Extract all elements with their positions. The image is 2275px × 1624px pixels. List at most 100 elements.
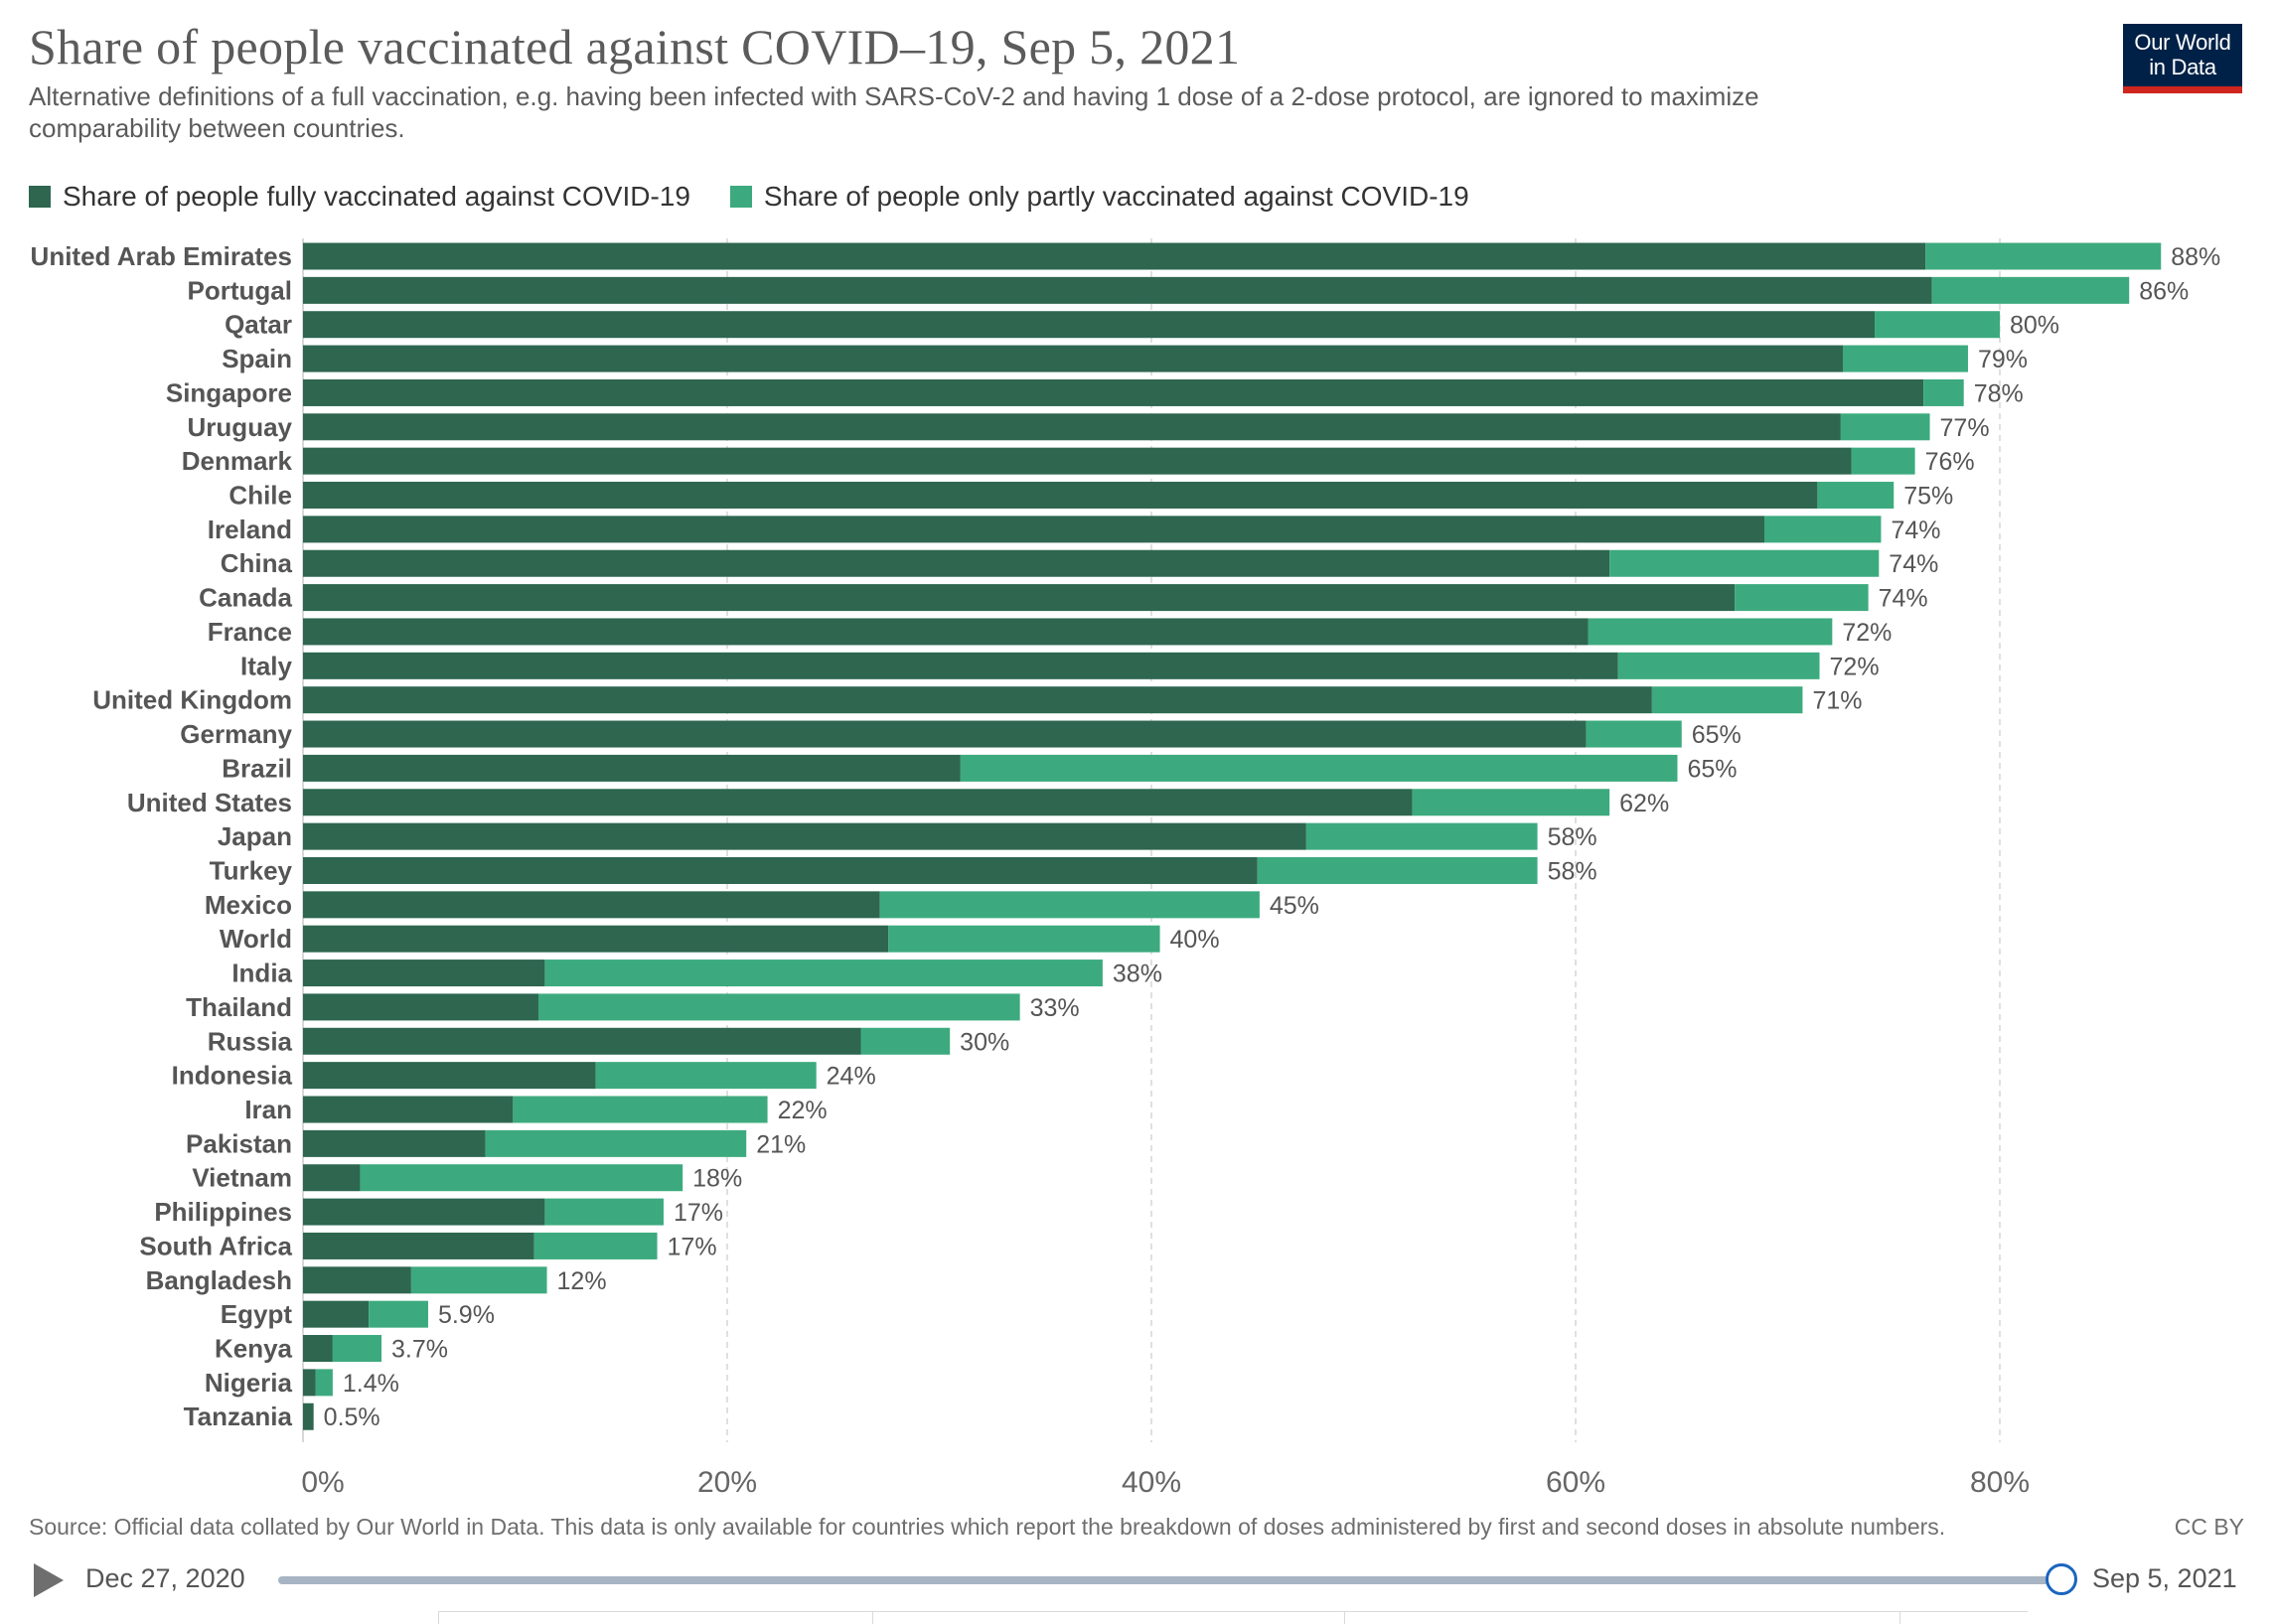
timeline-track[interactable] (278, 1576, 2061, 1584)
country-label[interactable]: Iran (244, 1095, 292, 1124)
bar-partly-vaccinated[interactable] (544, 1198, 664, 1226)
bar-fully-vaccinated[interactable] (303, 584, 1736, 612)
bar-partly-vaccinated[interactable] (544, 960, 1103, 987)
country-label[interactable]: South Africa (139, 1231, 292, 1260)
country-label[interactable]: Uruguay (188, 412, 293, 442)
country-label[interactable]: Russia (208, 1026, 293, 1056)
country-label[interactable]: Chile (228, 481, 292, 511)
bar-fully-vaccinated[interactable] (303, 516, 1765, 543)
bar-partly-vaccinated[interactable] (1925, 242, 2162, 270)
country-label[interactable]: Turkey (210, 855, 293, 885)
bar-partly-vaccinated[interactable] (1305, 822, 1538, 850)
bar-partly-vaccinated[interactable] (533, 1232, 658, 1259)
country-label[interactable]: Vietnam (192, 1163, 292, 1193)
bar-partly-vaccinated[interactable] (879, 891, 1260, 919)
country-label[interactable]: United Arab Emirates (31, 241, 292, 271)
country-label[interactable]: Mexico (205, 890, 292, 920)
country-label[interactable]: Germany (180, 719, 292, 749)
bar-fully-vaccinated[interactable] (303, 413, 1841, 441)
country-label[interactable]: Indonesia (172, 1061, 293, 1091)
bar-partly-vaccinated[interactable] (888, 925, 1160, 953)
bar-fully-vaccinated[interactable] (303, 993, 538, 1021)
bar-fully-vaccinated[interactable] (303, 1403, 314, 1430)
bar-partly-vaccinated[interactable] (1257, 856, 1538, 884)
bar-fully-vaccinated[interactable] (303, 1300, 370, 1328)
bar-fully-vaccinated[interactable] (303, 1232, 534, 1259)
country-label[interactable]: China (221, 548, 293, 578)
country-label[interactable]: United Kingdom (92, 685, 292, 715)
bar-fully-vaccinated[interactable] (303, 686, 1652, 714)
timeline-handle[interactable] (2046, 1563, 2077, 1595)
country-label[interactable]: India (231, 959, 292, 988)
bar-partly-vaccinated[interactable] (1764, 516, 1882, 543)
bar-partly-vaccinated[interactable] (1840, 413, 1930, 441)
bar-fully-vaccinated[interactable] (303, 1062, 596, 1090)
legend-item-partly[interactable]: Share of people only partly vaccinated a… (729, 181, 1469, 213)
bar-fully-vaccinated[interactable] (303, 1198, 545, 1226)
country-label[interactable]: Japan (218, 821, 292, 851)
country-label[interactable]: World (220, 924, 292, 954)
bar-fully-vaccinated[interactable] (303, 618, 1589, 646)
country-label[interactable]: Philippines (154, 1197, 292, 1227)
country-label[interactable]: Italy (240, 651, 293, 680)
bar-partly-vaccinated[interactable] (1923, 378, 1964, 406)
bar-fully-vaccinated[interactable] (303, 1266, 411, 1294)
bar-partly-vaccinated[interactable] (1931, 276, 2130, 304)
country-label[interactable]: Qatar (225, 310, 292, 340)
bar-fully-vaccinated[interactable] (303, 242, 1926, 270)
bar-partly-vaccinated[interactable] (410, 1266, 547, 1294)
country-label[interactable]: Ireland (208, 515, 292, 544)
country-label[interactable]: Nigeria (205, 1368, 293, 1398)
bar-partly-vaccinated[interactable] (537, 993, 1020, 1021)
bar-fully-vaccinated[interactable] (303, 891, 880, 919)
country-label[interactable]: Thailand (186, 992, 292, 1022)
bar-partly-vaccinated[interactable] (1412, 789, 1610, 816)
bar-fully-vaccinated[interactable] (303, 447, 1852, 475)
country-label[interactable]: Pakistan (186, 1128, 292, 1158)
bar-partly-vaccinated[interactable] (1817, 482, 1895, 510)
bar-fully-vaccinated[interactable] (303, 378, 1924, 406)
bar-partly-vaccinated[interactable] (1843, 345, 1968, 372)
bar-partly-vaccinated[interactable] (1586, 720, 1682, 748)
bar-fully-vaccinated[interactable] (303, 754, 961, 782)
owid-logo[interactable]: Our World in Data (2123, 24, 2242, 93)
country-label[interactable]: Kenya (215, 1334, 293, 1364)
bar-partly-vaccinated[interactable] (1588, 618, 1833, 646)
bar-fully-vaccinated[interactable] (303, 1129, 486, 1157)
bar-partly-vaccinated[interactable] (595, 1062, 817, 1090)
bar-partly-vaccinated[interactable] (1875, 311, 2000, 339)
bar-fully-vaccinated[interactable] (303, 822, 1306, 850)
country-label[interactable]: Tanzania (184, 1402, 293, 1431)
bar-fully-vaccinated[interactable] (303, 720, 1587, 748)
bar-fully-vaccinated[interactable] (303, 482, 1818, 510)
bar-fully-vaccinated[interactable] (303, 960, 545, 987)
country-label[interactable]: Denmark (182, 446, 293, 476)
bar-fully-vaccinated[interactable] (303, 789, 1413, 816)
bar-partly-vaccinated[interactable] (860, 1027, 951, 1055)
bar-partly-vaccinated[interactable] (1851, 447, 1915, 475)
country-label[interactable]: Canada (199, 583, 292, 613)
bar-partly-vaccinated[interactable] (1617, 652, 1820, 679)
country-label[interactable]: Portugal (188, 275, 292, 305)
license-link[interactable]: CC BY (2174, 1514, 2244, 1540)
country-label[interactable]: United States (127, 788, 292, 817)
country-label[interactable]: France (208, 617, 292, 647)
bar-partly-vaccinated[interactable] (1609, 549, 1880, 577)
country-label[interactable]: Egypt (221, 1299, 293, 1329)
bar-partly-vaccinated[interactable] (369, 1300, 428, 1328)
legend-item-fully[interactable]: Share of people fully vaccinated against… (29, 181, 690, 213)
bar-partly-vaccinated[interactable] (513, 1096, 768, 1123)
bar-fully-vaccinated[interactable] (303, 1027, 861, 1055)
bar-fully-vaccinated[interactable] (303, 856, 1258, 884)
bar-partly-vaccinated[interactable] (1735, 584, 1869, 612)
bar-partly-vaccinated[interactable] (360, 1164, 683, 1192)
country-label[interactable]: Spain (222, 344, 292, 373)
bar-fully-vaccinated[interactable] (303, 549, 1610, 577)
bar-partly-vaccinated[interactable] (332, 1335, 381, 1363)
bar-partly-vaccinated[interactable] (1651, 686, 1803, 714)
bar-fully-vaccinated[interactable] (303, 1164, 361, 1192)
play-icon[interactable] (34, 1563, 64, 1597)
bar-fully-vaccinated[interactable] (303, 345, 1844, 372)
bar-fully-vaccinated[interactable] (303, 1335, 333, 1363)
bar-fully-vaccinated[interactable] (303, 276, 1932, 304)
